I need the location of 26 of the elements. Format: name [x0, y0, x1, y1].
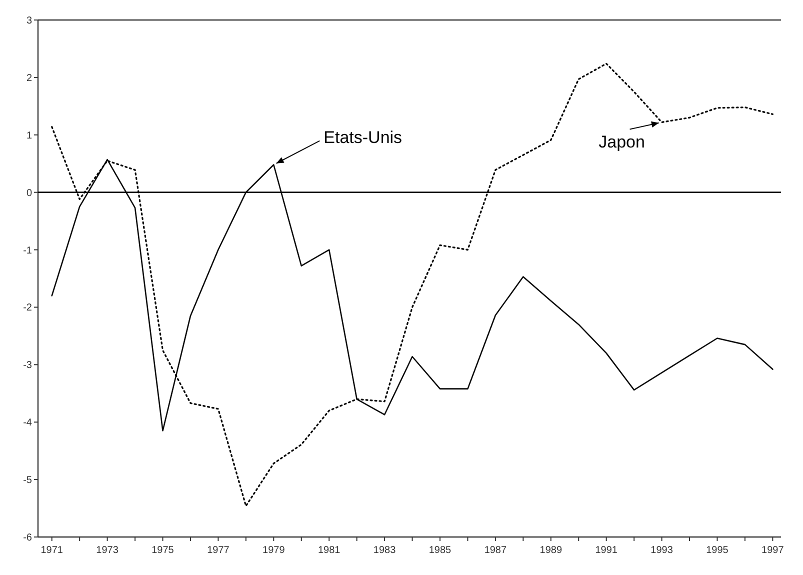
y-tick-label: -6 [23, 532, 32, 544]
x-tick-label: 1993 [650, 545, 674, 556]
x-tick-label: 1971 [40, 545, 64, 556]
y-tick-label: 0 [26, 188, 32, 199]
x-tick-label: 1987 [484, 545, 508, 556]
y-tick-label: -4 [23, 418, 32, 429]
y-tick-label: -3 [23, 360, 32, 372]
y-tick-label: 2 [26, 72, 32, 84]
y-tick-label: 1 [26, 130, 32, 142]
x-tick-label: 1997 [762, 545, 784, 556]
x-tick-label: 1995 [706, 545, 729, 556]
x-tick-label: 1981 [318, 545, 341, 556]
x-tick-label: 1979 [262, 545, 286, 556]
y-tick-label: -2 [23, 302, 32, 314]
x-tick-label: 1991 [595, 545, 618, 556]
x-tick-label: 1983 [373, 545, 396, 556]
x-tick-label: 1985 [428, 545, 452, 556]
y-tick-label: 3 [26, 16, 32, 26]
x-tick-label: 1973 [96, 545, 119, 556]
x-tick-label: 1989 [540, 545, 562, 556]
annotation: Japon [598, 132, 645, 152]
x-tick-label: 1975 [152, 545, 174, 556]
y-tick-label: -1 [23, 245, 32, 256]
annotation: Etats-Unis [324, 128, 402, 147]
x-tick-label: 1977 [207, 545, 230, 556]
y-tick-label: -5 [23, 475, 32, 486]
